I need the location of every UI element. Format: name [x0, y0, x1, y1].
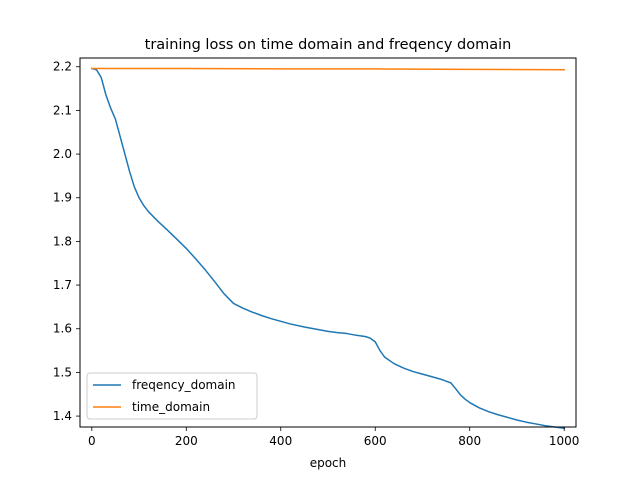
legend-label: freqency_domain	[132, 378, 236, 392]
x-tick-label: 200	[175, 434, 198, 448]
x-tick-label: 0	[88, 434, 96, 448]
y-tick-label: 1.8	[53, 234, 72, 248]
x-tick-label: 400	[269, 434, 292, 448]
chart-title: training loss on time domain and freqenc…	[145, 37, 512, 53]
y-tick-label: 1.5	[53, 365, 72, 379]
series-line-time-domain	[91, 67, 565, 71]
y-axis: 1.4 1.5 1.6 1.7 1.8 1.9 2.0 2.1 2.2	[53, 60, 80, 423]
y-tick-label: 2.1	[53, 103, 72, 117]
x-tick-label: 600	[364, 434, 387, 448]
legend: freqency_domain time_domain	[86, 372, 258, 420]
series-line-freqency-domain	[90, 67, 566, 430]
y-tick-label: 2.2	[53, 60, 72, 74]
y-tick-label: 1.7	[53, 278, 72, 292]
x-tick-label: 800	[458, 434, 481, 448]
legend-label: time_domain	[132, 400, 210, 414]
plot-area	[90, 67, 566, 430]
legend-frame	[86, 372, 258, 420]
plot-frame	[79, 57, 577, 428]
y-tick-label: 1.6	[53, 322, 72, 336]
y-tick-label: 2.0	[53, 147, 72, 161]
x-axis: 0 200 400 600 800 1000	[88, 427, 579, 448]
x-tick-label: 1000	[549, 434, 580, 448]
x-axis-label: epoch	[310, 456, 347, 470]
y-tick-label: 1.9	[53, 191, 72, 205]
y-tick-label: 1.4	[53, 409, 72, 423]
